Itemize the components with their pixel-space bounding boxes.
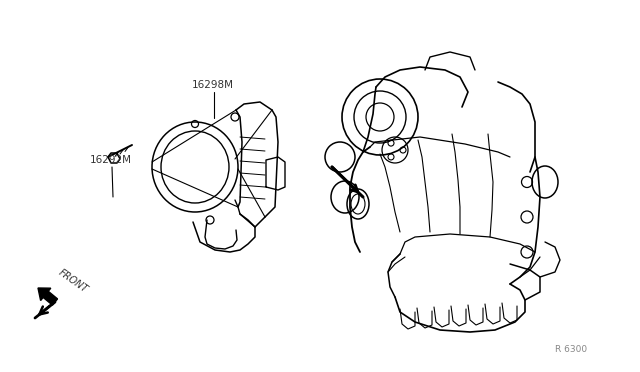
FancyArrow shape xyxy=(38,288,58,305)
Text: 16298M: 16298M xyxy=(192,80,234,90)
Text: FRONT: FRONT xyxy=(57,268,90,295)
Text: R 6300: R 6300 xyxy=(555,345,587,354)
Text: 16292M: 16292M xyxy=(90,155,132,165)
